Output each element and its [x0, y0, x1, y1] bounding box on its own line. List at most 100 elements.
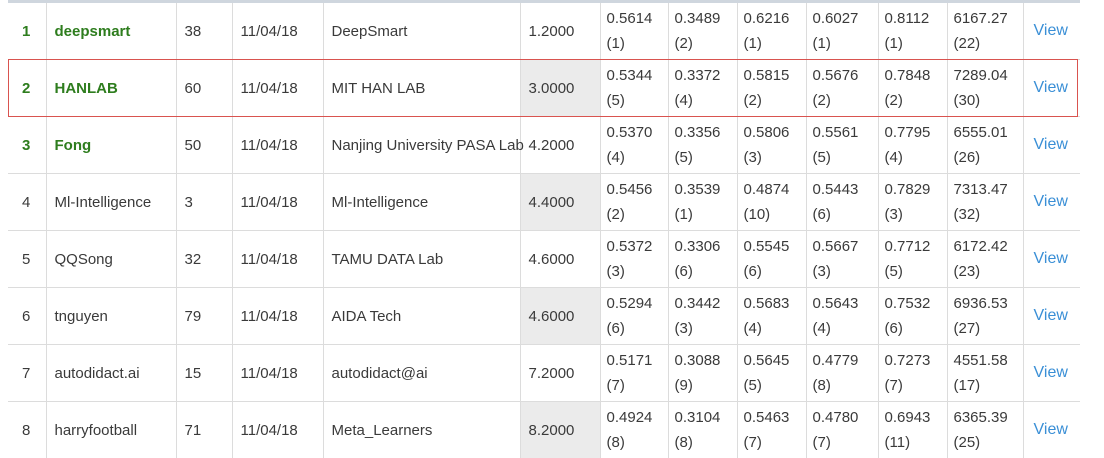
metric-cell: 0.7273 (7) — [878, 344, 948, 402]
table-row: 5 QQSong 32 11/04/18 TAMU DATA Lab 4.6000 0.53… — [8, 230, 1080, 288]
entries-cell: 71 — [176, 401, 233, 458]
metric-rank: (10) — [743, 206, 771, 223]
metric-cell: 0.5545 (6) — [737, 230, 807, 288]
metric-cell: 0.3489 (2) — [668, 3, 738, 60]
team-cell: DeepSmart — [323, 3, 521, 60]
metric-cell: 0.5456 (2) — [600, 173, 669, 231]
metric-rank: (5) — [812, 149, 831, 166]
view-link[interactable]: View — [1033, 22, 1068, 39]
metric-cell: 0.3372 (4) — [668, 59, 738, 117]
view-cell: View — [1023, 173, 1080, 231]
metric-rank: (7) — [884, 377, 903, 394]
view-cell: View — [1023, 230, 1080, 288]
metric-cell: 0.6027 (1) — [806, 3, 879, 60]
date-cell: 11/04/18 — [232, 116, 324, 174]
metric-rank: (4) — [674, 92, 693, 109]
view-link[interactable]: View — [1033, 250, 1068, 267]
metric-value: 0.3539 — [674, 181, 721, 198]
rank-cell: 8 — [8, 401, 47, 458]
metric-rank: (32) — [953, 206, 981, 223]
metric-cell: 0.4780 (7) — [806, 401, 879, 458]
metric-value: 0.6216 — [743, 10, 790, 27]
metric-cell: 0.3104 (8) — [668, 401, 738, 458]
date-cell: 11/04/18 — [232, 344, 324, 402]
metric-value: 0.4924 — [606, 409, 653, 426]
metric-rank: (7) — [743, 434, 762, 451]
metric-cell: 7289.04 (30) — [947, 59, 1024, 117]
table-row: 3 Fong 50 11/04/18 Nanjing University PASA L… — [8, 116, 1080, 174]
metric-rank: (27) — [953, 320, 981, 337]
metric-value: 6167.27 — [953, 10, 1008, 27]
metric-value: 0.5806 — [743, 124, 790, 141]
date-cell: 11/04/18 — [232, 173, 324, 231]
metric-rank: (3) — [812, 263, 831, 280]
table-row: 1 deepsmart 38 11/04/18 DeepSmart 1.2000 0.561… — [8, 3, 1080, 60]
metric-cell: 0.4779 (8) — [806, 344, 879, 402]
table-top-border — [8, 0, 1080, 3]
metric-rank: (3) — [674, 320, 693, 337]
metric-rank: (1) — [812, 35, 831, 52]
metric-value: 0.4779 — [812, 352, 859, 369]
metric-rank: (2) — [884, 92, 903, 109]
table-row: 2 HANLAB 60 11/04/18 MIT HAN LAB 3.0000 0.5344… — [8, 59, 1080, 117]
metric-rank: (4) — [743, 320, 762, 337]
metric-value: 6172.42 — [953, 238, 1008, 255]
metric-rank: (30) — [953, 92, 981, 109]
metric-value: 0.5815 — [743, 67, 790, 84]
metric-value: 0.4874 — [743, 181, 790, 198]
metric-value: 0.5561 — [812, 124, 859, 141]
metric-cell: 0.5463 (7) — [737, 401, 807, 458]
entries-cell: 79 — [176, 287, 233, 345]
metric-cell: 0.5370 (4) — [600, 116, 669, 174]
metric-value: 0.3372 — [674, 67, 721, 84]
metric-cell: 0.3306 (6) — [668, 230, 738, 288]
metric-rank: (5) — [743, 377, 762, 394]
metric-cell: 0.5561 (5) — [806, 116, 879, 174]
metric-rank: (6) — [674, 263, 693, 280]
metric-cell: 0.6216 (1) — [737, 3, 807, 60]
metric-cell: 0.3088 (9) — [668, 344, 738, 402]
avg-rank-cell: 1.2000 — [520, 3, 601, 60]
metric-rank: (17) — [953, 377, 981, 394]
metric-value: 0.6943 — [884, 409, 931, 426]
metric-value: 0.5372 — [606, 238, 653, 255]
metric-rank: (3) — [606, 263, 625, 280]
metric-cell: 0.5294 (6) — [600, 287, 669, 345]
view-cell: View — [1023, 59, 1080, 117]
metric-rank: (8) — [606, 434, 625, 451]
metric-rank: (8) — [812, 377, 831, 394]
metric-cell: 0.6943 (11) — [878, 401, 948, 458]
view-link[interactable]: View — [1033, 307, 1068, 324]
metric-rank: (4) — [884, 149, 903, 166]
view-cell: View — [1023, 401, 1080, 458]
metric-cell: 0.5815 (2) — [737, 59, 807, 117]
avg-rank-cell: 3.0000 — [520, 59, 601, 117]
metric-cell: 0.4874 (10) — [737, 173, 807, 231]
metric-rank: (6) — [884, 320, 903, 337]
view-link[interactable]: View — [1033, 193, 1068, 210]
view-link[interactable]: View — [1033, 136, 1068, 153]
metric-value: 6936.53 — [953, 295, 1008, 312]
metric-value: 0.5443 — [812, 181, 859, 198]
metric-cell: 0.5645 (5) — [737, 344, 807, 402]
metric-value: 0.3104 — [674, 409, 721, 426]
metric-cell: 0.5676 (2) — [806, 59, 879, 117]
view-link[interactable]: View — [1033, 364, 1068, 381]
avg-rank-cell: 4.6000 — [520, 230, 601, 288]
avg-rank-cell: 4.6000 — [520, 287, 601, 345]
metric-value: 0.3306 — [674, 238, 721, 255]
view-link[interactable]: View — [1033, 79, 1068, 96]
metric-rank: (7) — [812, 434, 831, 451]
metric-value: 0.8112 — [884, 10, 930, 27]
metric-rank: (6) — [743, 263, 762, 280]
metric-rank: (2) — [606, 206, 625, 223]
table-row: 6 tnguyen 79 11/04/18 AIDA Tech 4.6000 0.5294 (… — [8, 287, 1080, 345]
metric-value: 0.5643 — [812, 295, 859, 312]
metric-rank: (2) — [812, 92, 831, 109]
metric-value: 0.6027 — [812, 10, 859, 27]
metric-cell: 0.5643 (4) — [806, 287, 879, 345]
date-cell: 11/04/18 — [232, 287, 324, 345]
view-link[interactable]: View — [1033, 421, 1068, 438]
view-cell: View — [1023, 116, 1080, 174]
metric-cell: 0.3442 (3) — [668, 287, 738, 345]
